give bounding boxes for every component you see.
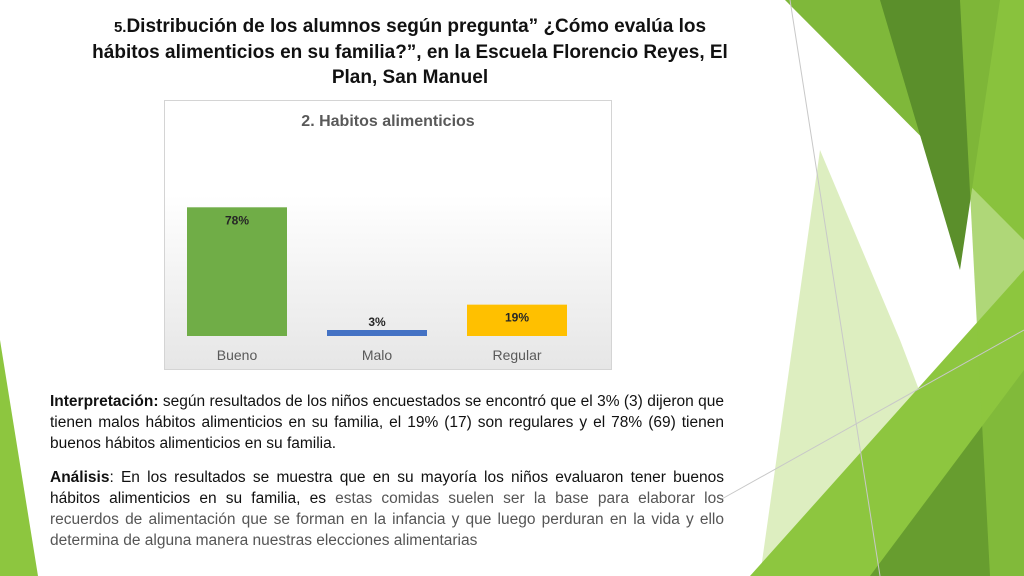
analysis-text-muted: estas comidas suelen ser la base para el…: [50, 490, 724, 549]
slide-title-number: 5.: [113, 19, 127, 36]
bar-regular: [467, 304, 567, 336]
analysis-text-dark: : En los resultados se muestra que en su…: [50, 469, 724, 507]
x-tick-label: Bueno: [217, 347, 258, 363]
left-green-shape: [0, 340, 38, 576]
decor-line-1: [789, 0, 881, 576]
bar-bueno: [187, 207, 287, 336]
bar-value-label: 78%: [225, 213, 249, 227]
decor-shape-6: [960, 0, 1024, 576]
decor-line-2: [719, 329, 1024, 501]
bar-value-label: 3%: [368, 315, 386, 329]
x-tick-label: Regular: [492, 347, 541, 363]
bar-value-label: 19%: [505, 311, 529, 325]
slide-title-text: Distribución de los alumnos según pregun…: [92, 16, 728, 88]
slide-title: 5.Distribución de los alumnos según preg…: [80, 14, 740, 90]
chart-title: 2. Habitos alimenticios: [301, 113, 474, 130]
interpretation-paragraph: Interpretación: según resultados de los …: [50, 391, 724, 454]
bar-malo: [327, 330, 427, 336]
bar-chart: 2. Habitos alimenticios 78% Bueno 3% Malo 19%…: [187, 113, 567, 363]
chart-area: 2. Habitos alimenticios 78% Bueno 3% Malo 19%…: [164, 100, 612, 370]
interpretation-label: Interpretación:: [50, 393, 159, 410]
analysis-label: Análisis: [50, 469, 110, 486]
analysis-paragraph: Análisis: En los resultados se muestra q…: [50, 467, 724, 551]
interpretation-text: según resultados de los niños encuestado…: [50, 393, 724, 452]
x-tick-label: Malo: [362, 347, 393, 363]
